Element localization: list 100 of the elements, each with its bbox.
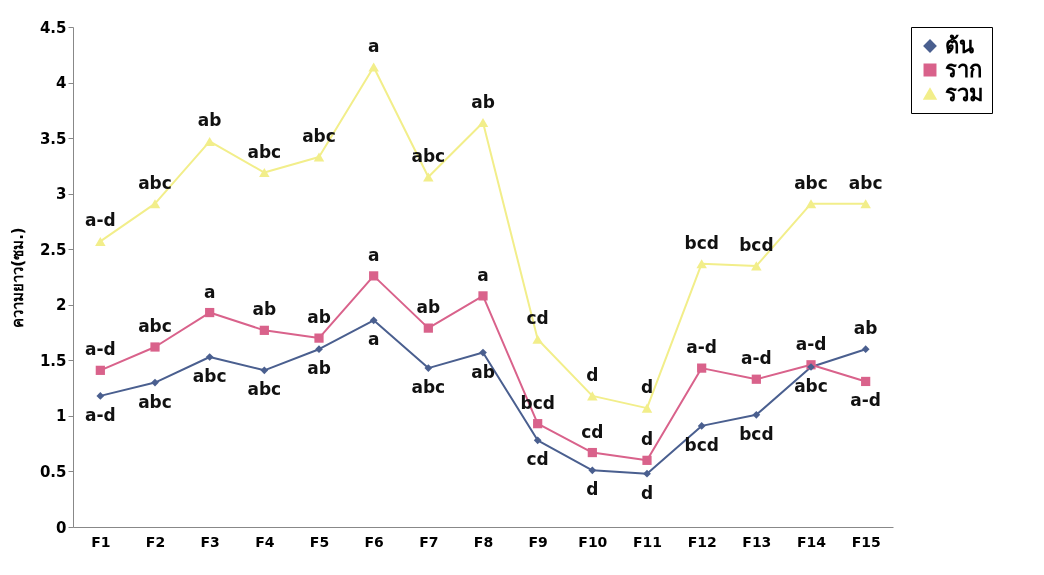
- point: [205, 353, 214, 361]
- point: [259, 325, 269, 335]
- x-tick-label: F8: [473, 533, 494, 550]
- x-tick-label: F7: [419, 533, 439, 550]
- x-tick-label: F11: [632, 533, 663, 550]
- annotation: d: [640, 429, 654, 450]
- x-tick-label: F3: [200, 533, 220, 550]
- annotation: a-d: [686, 337, 718, 358]
- annotation: a-d: [850, 390, 882, 411]
- point: [423, 323, 433, 333]
- annotation: bcd: [739, 234, 774, 255]
- annotation: a-d: [84, 339, 116, 360]
- point: [805, 199, 817, 209]
- annotation: abc: [138, 391, 172, 412]
- point: [477, 118, 489, 128]
- annotation: d: [640, 482, 654, 503]
- annotation: ab: [471, 361, 495, 382]
- annotation: ab: [853, 318, 878, 339]
- point: [533, 419, 543, 429]
- annotation: abc: [247, 379, 282, 400]
- annotation: a: [367, 36, 380, 56]
- y-tick-label: 0: [56, 518, 67, 537]
- annotation: cd: [581, 421, 604, 442]
- legend-label: รวม: [945, 81, 984, 106]
- annotation: bcd: [684, 232, 719, 253]
- annotation: ab: [197, 110, 222, 131]
- x-tick-label: F6: [364, 533, 384, 550]
- point: [149, 199, 161, 209]
- annotation: ab: [416, 297, 441, 318]
- annotation: ab: [471, 91, 495, 112]
- point: [588, 466, 597, 475]
- point: [696, 259, 707, 269]
- annotation: bcd: [739, 423, 774, 444]
- point: [479, 348, 487, 357]
- x-tick-label: F2: [145, 533, 166, 550]
- point: [751, 374, 761, 384]
- y-tick-label: 4: [56, 74, 67, 93]
- point: [587, 391, 598, 401]
- legend-label: ต้น: [945, 33, 974, 58]
- x-tick-label: F13: [742, 533, 772, 550]
- annotation: d: [586, 364, 599, 385]
- annotation: abc: [794, 376, 828, 396]
- point: [751, 261, 762, 271]
- point: [752, 410, 761, 419]
- point: [478, 291, 488, 301]
- annotation: abc: [138, 316, 172, 336]
- point: [96, 392, 105, 400]
- point: [697, 422, 706, 430]
- annotation: cd: [526, 449, 549, 470]
- annotation: a: [203, 281, 216, 302]
- y-tick-label: 3: [56, 185, 67, 204]
- x-tick-label: F9: [528, 533, 548, 550]
- point: [315, 345, 323, 354]
- annotation: a: [477, 264, 489, 285]
- x-tick-label: F4: [255, 533, 275, 550]
- point: [368, 62, 379, 72]
- point: [860, 199, 871, 209]
- annotation: abc: [794, 172, 828, 193]
- annotation: d: [640, 377, 654, 398]
- annotation: abc: [302, 126, 336, 146]
- annotation: a-d: [740, 348, 772, 369]
- annotation: ab: [307, 307, 331, 328]
- x-tick-label: F5: [309, 533, 330, 550]
- point: [369, 316, 378, 325]
- annotation: abc: [192, 366, 227, 386]
- point: [861, 345, 870, 354]
- x-tick-label: F10: [578, 533, 608, 550]
- annotation: a-d: [84, 210, 116, 231]
- annotation: a-d: [84, 404, 116, 425]
- point: [697, 363, 707, 373]
- point: [587, 447, 597, 458]
- y-tick-label: 3.5: [39, 129, 67, 148]
- point: [861, 376, 871, 387]
- y-axis-title: ความยาว(ซม.): [8, 227, 27, 328]
- point: [532, 334, 543, 344]
- y-tick-label: 1: [56, 407, 67, 426]
- x-tick-label: F1: [91, 533, 111, 550]
- annotation: a: [367, 329, 380, 350]
- point: [204, 136, 215, 146]
- point: [205, 307, 215, 318]
- y-tick-label: 2: [56, 296, 67, 315]
- point: [314, 333, 324, 343]
- point: [642, 455, 652, 465]
- annotation: ab: [252, 299, 277, 320]
- point: [151, 378, 159, 387]
- annotation: abc: [848, 172, 883, 193]
- annotation: abc: [138, 172, 172, 193]
- annotation: abc: [247, 141, 282, 162]
- annotation: a: [367, 244, 380, 265]
- point: [424, 364, 433, 372]
- point: [150, 342, 160, 352]
- annotation: cd: [526, 308, 549, 329]
- x-tick-label: F14: [796, 533, 827, 550]
- point: [533, 436, 542, 445]
- x-tick-label: F12: [687, 533, 717, 550]
- point: [369, 271, 379, 281]
- y-tick-label: 4.5: [39, 18, 67, 37]
- point: [641, 403, 653, 413]
- point: [259, 168, 270, 178]
- annotation: abc: [411, 146, 446, 166]
